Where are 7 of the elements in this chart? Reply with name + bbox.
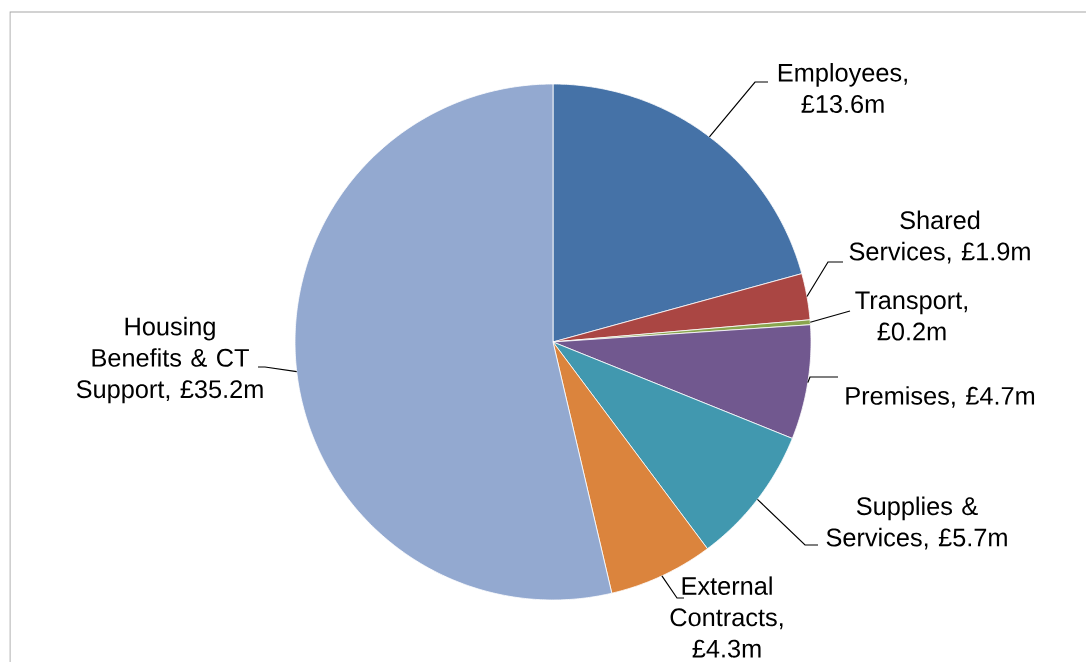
- slice-label: Premises, £4.7m: [846, 386, 1035, 408]
- slice-label: Employees, £13.6m: [778, 63, 907, 113]
- slice-label: Shared Services, £1.9m: [849, 210, 1030, 264]
- slice-label: Supplies & Services, £5.7m: [826, 496, 1007, 550]
- slice-label: Transport, £0.2m: [855, 291, 967, 341]
- slice-label: External Contracts, £4.3m: [670, 576, 783, 658]
- slice-label: Housing Benefits & CT Support, £35.2m: [76, 316, 263, 404]
